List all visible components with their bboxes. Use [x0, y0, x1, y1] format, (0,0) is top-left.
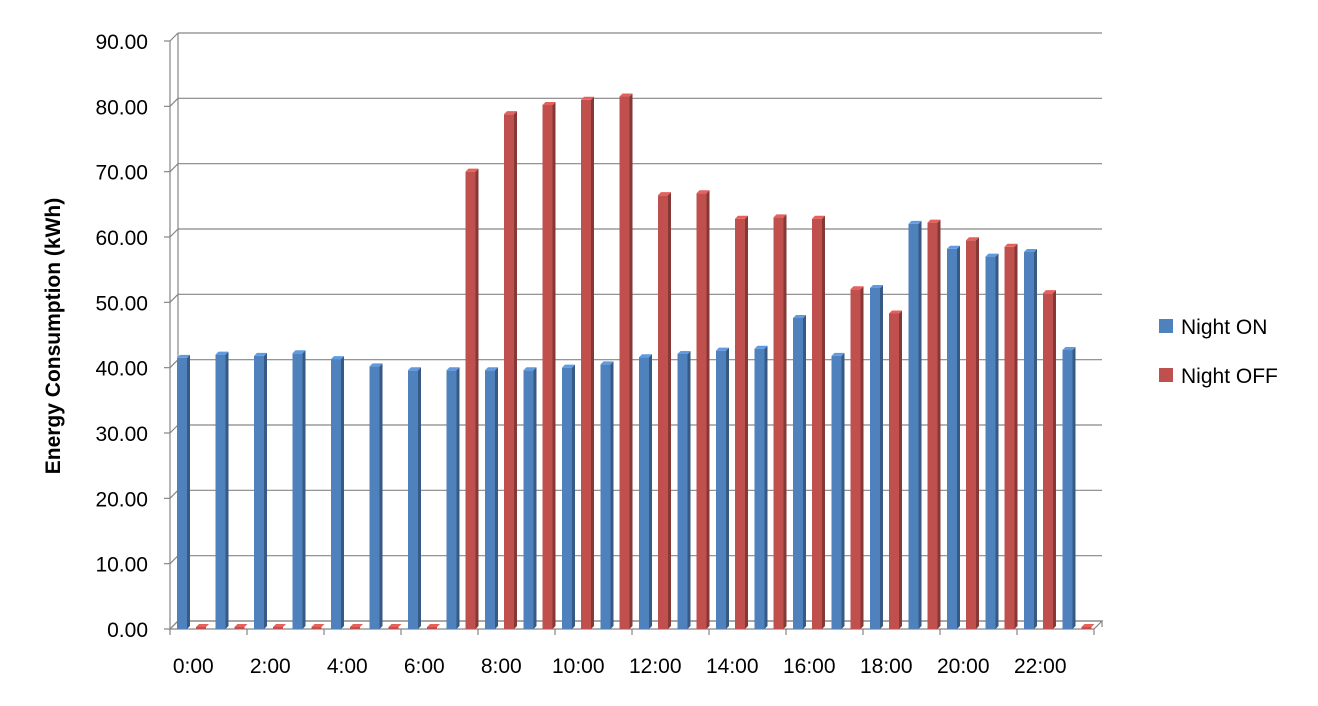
legend-item: Night ON	[1159, 316, 1267, 339]
x-tick-label: 14:00	[706, 655, 759, 678]
bar-night-off	[1043, 290, 1056, 629]
bar-night-on	[793, 315, 806, 629]
bar-night-off	[619, 93, 633, 630]
legend: Night ON Night OFF	[1159, 316, 1278, 388]
gridline-depth	[169, 163, 179, 173]
bar-night-on	[254, 352, 267, 629]
bar-night-off	[273, 624, 286, 629]
legend-swatch	[1159, 319, 1173, 333]
bar-night-off	[735, 215, 748, 629]
bar-night-on	[870, 284, 883, 629]
bar-night-on	[600, 361, 614, 629]
bar-night-off	[889, 310, 902, 629]
bar-night-off	[850, 286, 864, 629]
x-tick-label: 16:00	[783, 655, 836, 678]
bar-night-off	[388, 624, 402, 629]
y-tick-label: 60.00	[95, 227, 148, 250]
x-tick-label: 0:00	[173, 655, 214, 678]
y-tick-label: 30.00	[95, 423, 148, 446]
y-tick-label: 80.00	[95, 96, 148, 119]
bar-night-off	[812, 215, 825, 629]
bar-night-on	[1062, 347, 1076, 629]
gridline-depth	[169, 489, 179, 499]
y-axis-label: Energy Consumption (kWh)	[42, 198, 65, 475]
y-tick-label: 40.00	[95, 358, 148, 381]
bar-night-on	[947, 245, 960, 629]
legend-label: Night OFF	[1181, 365, 1278, 388]
x-tick-label: 20:00	[937, 655, 990, 678]
legend-swatch	[1159, 368, 1173, 382]
x-tick-label: 8:00	[481, 655, 522, 678]
y-tick-label: 10.00	[95, 554, 148, 577]
x-tick-label: 4:00	[327, 655, 368, 678]
tick-labels: 0.00 10.00 20.00 30.00 40.00 50.00 60.00 70.00 8…	[95, 31, 1066, 678]
y-tick-label: 50.00	[95, 292, 148, 315]
bar-night-off	[1004, 243, 1018, 630]
y-tick-label: 0.00	[107, 619, 148, 642]
gridline-depth	[169, 555, 179, 565]
gridline-depth	[169, 424, 179, 434]
bar-night-on	[369, 363, 383, 629]
bar-night-on	[908, 220, 922, 629]
bar-night-on	[677, 350, 691, 629]
bar-night-off	[542, 102, 556, 629]
gridline-depth	[169, 97, 179, 107]
x-tick-label: 2:00	[250, 655, 291, 678]
x-tick-label: 6:00	[404, 655, 445, 678]
gridlines	[169, 32, 1102, 630]
y-tick-label: 20.00	[95, 488, 148, 511]
bar-night-off	[234, 624, 248, 629]
bar-night-off	[773, 214, 787, 629]
bar-night-off	[196, 624, 209, 629]
bar-night-off	[966, 237, 979, 629]
x-tick-label: 12:00	[629, 655, 682, 678]
gridline-depth	[169, 32, 179, 42]
bar-night-off	[350, 624, 363, 629]
bar-night-on	[562, 364, 575, 629]
bar-night-off	[504, 111, 517, 629]
bar-night-off	[1081, 624, 1095, 629]
bar-night-off	[427, 624, 440, 629]
bar-night-off	[658, 192, 671, 630]
bar-night-on	[831, 352, 845, 629]
bar-night-on	[716, 347, 729, 629]
x-tick-label: 22:00	[1014, 655, 1067, 678]
bar-night-on	[639, 354, 652, 629]
bar-night-on	[523, 367, 537, 629]
bar-night-off	[927, 219, 941, 630]
gridline-depth	[169, 293, 179, 303]
bar-night-on	[1024, 249, 1037, 629]
bar-night-off	[465, 168, 479, 629]
bars	[177, 93, 1095, 630]
bar-night-on	[215, 351, 229, 629]
legend-label: Night ON	[1181, 316, 1267, 339]
bar-night-on	[292, 350, 306, 629]
x-tick-label: 18:00	[860, 655, 913, 678]
bar-night-on	[485, 367, 498, 629]
bar-night-off	[696, 190, 710, 629]
legend-item: Night OFF	[1159, 365, 1278, 388]
bar-night-on	[331, 356, 344, 629]
bar-night-on	[754, 345, 768, 629]
y-tick-label: 90.00	[95, 31, 148, 54]
bar-night-on	[177, 354, 190, 629]
bar-night-on	[408, 367, 421, 629]
bar-night-off	[581, 96, 594, 630]
bar-night-off	[311, 624, 325, 629]
x-tick-label: 10:00	[552, 655, 605, 678]
gridline-depth	[169, 228, 179, 238]
gridline-depth	[169, 359, 179, 369]
floor	[168, 620, 1104, 630]
y-tick-label: 70.00	[95, 162, 148, 185]
bar-night-on	[446, 367, 460, 629]
bar-night-on	[985, 253, 999, 629]
